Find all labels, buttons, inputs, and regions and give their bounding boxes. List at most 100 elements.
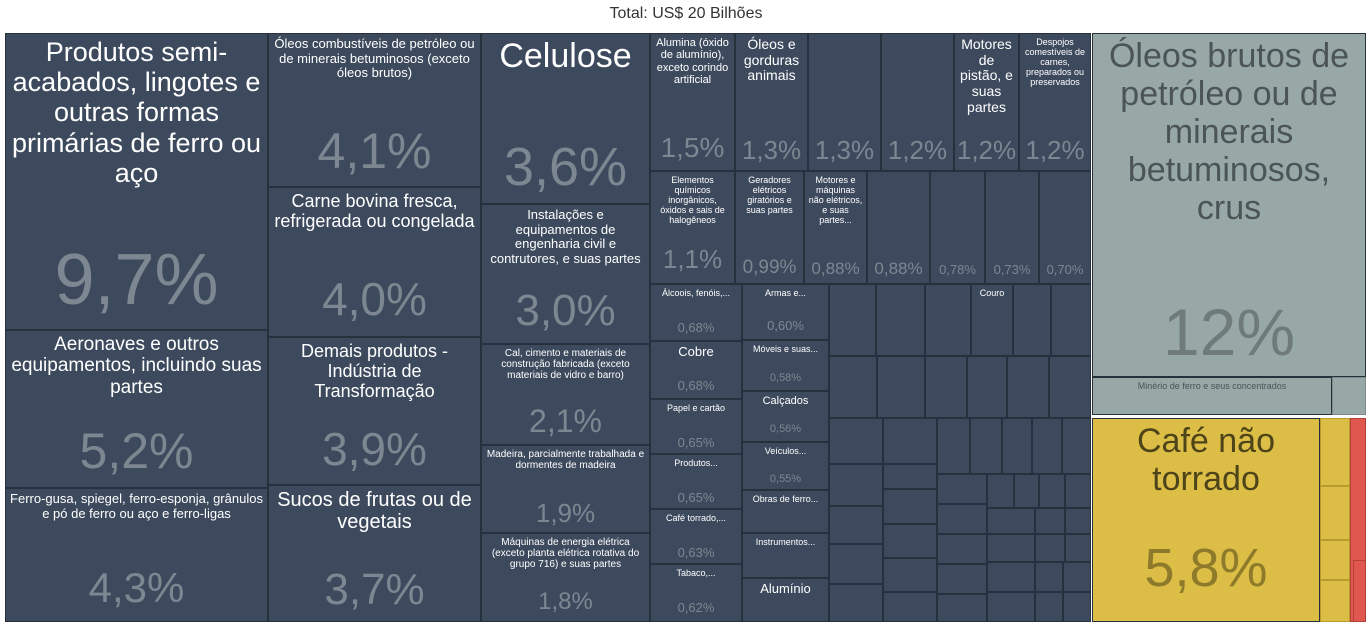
treemap-tile[interactable] — [1039, 474, 1065, 508]
treemap-tile[interactable]: Alumina (óxido de alumínio), exceto cori… — [650, 33, 735, 171]
treemap-tile[interactable]: 1,2% — [881, 33, 954, 171]
treemap-tile[interactable] — [883, 464, 937, 489]
treemap-tile[interactable] — [1013, 284, 1051, 356]
treemap-tile[interactable]: Carne bovina fresca, refrigerada ou cong… — [268, 187, 481, 337]
treemap-tile[interactable] — [1332, 377, 1366, 415]
treemap-tile[interactable] — [1065, 534, 1091, 562]
treemap-tile[interactable]: Couro — [971, 284, 1013, 356]
treemap-tile[interactable]: Motores e máquinas não elétricos, e suas… — [804, 171, 867, 284]
treemap-tile[interactable]: Cal, cimento e materiais de construção f… — [481, 344, 650, 445]
treemap-tile[interactable] — [937, 504, 987, 534]
treemap-tile[interactable] — [1035, 508, 1065, 534]
treemap-tile[interactable]: Geradores elétricos giratórios e suas pa… — [735, 171, 804, 284]
treemap-tile[interactable]: Celulose 3,6% — [481, 33, 650, 204]
treemap-tile[interactable] — [876, 284, 925, 356]
treemap-tile[interactable] — [937, 594, 987, 622]
treemap-tile[interactable] — [1062, 418, 1091, 474]
treemap-tile[interactable]: Armas e... 0,60% — [742, 284, 829, 340]
treemap-tile[interactable] — [987, 562, 1035, 592]
treemap-tile[interactable]: Sucos de frutas ou de vegetais 3,7% — [268, 485, 481, 622]
treemap-tile[interactable] — [937, 474, 987, 504]
treemap-tile[interactable]: Elementos químicos inorgânicos, óxidos e… — [650, 171, 735, 284]
tile-value: 0,88% — [811, 259, 860, 278]
treemap-tile[interactable]: 0,78% — [930, 171, 985, 284]
treemap-tile[interactable] — [937, 418, 970, 474]
treemap-tile[interactable]: 0,70% — [1039, 171, 1091, 284]
treemap-tile[interactable] — [1320, 418, 1350, 486]
treemap-tile[interactable] — [937, 534, 987, 564]
treemap-tile[interactable] — [829, 356, 877, 418]
treemap-tile[interactable] — [883, 524, 937, 558]
treemap-tile[interactable]: Óleos combustíveis de petróleo ou de min… — [268, 33, 481, 187]
treemap-tile[interactable] — [883, 558, 937, 592]
treemap-tile[interactable] — [1353, 560, 1366, 622]
treemap-tile[interactable] — [1065, 508, 1091, 534]
treemap-tile[interactable] — [829, 284, 876, 356]
treemap-tile[interactable] — [987, 592, 1035, 622]
treemap-tile[interactable] — [1065, 474, 1091, 508]
treemap-tile[interactable] — [1014, 474, 1039, 508]
treemap-tile[interactable] — [829, 506, 883, 544]
treemap-tile[interactable]: Aeronaves e outros equipamentos, incluin… — [5, 330, 268, 488]
treemap-tile[interactable] — [1035, 592, 1063, 622]
treemap-tile[interactable] — [1035, 562, 1063, 592]
treemap-tile[interactable] — [925, 284, 971, 356]
treemap-tile[interactable] — [987, 474, 1014, 508]
treemap-tile[interactable]: Óleos brutos de petróleo ou de minerais … — [1092, 33, 1366, 377]
treemap-tile[interactable] — [970, 418, 1002, 474]
tile-value: 1,1% — [662, 244, 723, 274]
treemap-tile[interactable]: Obras de ferro... — [742, 490, 829, 533]
treemap-tile[interactable] — [1032, 418, 1062, 474]
treemap-tile[interactable]: Máquinas de energia elétrica (exceto pla… — [481, 533, 650, 622]
treemap-tile[interactable] — [883, 489, 937, 524]
treemap-tile[interactable] — [829, 544, 883, 584]
treemap-tile[interactable]: Demais produtos - Indústria de Transform… — [268, 337, 481, 485]
treemap-tile[interactable]: Madeira, parcialmente trabalhada e dorme… — [481, 445, 650, 533]
treemap-tile[interactable] — [987, 534, 1035, 562]
treemap-tile[interactable] — [1320, 540, 1350, 580]
tile-label: Instalações e equipamentos de engenharia… — [490, 207, 641, 266]
treemap-tile[interactable] — [1035, 534, 1065, 562]
treemap-tile[interactable] — [1049, 356, 1091, 418]
treemap-tile[interactable]: Café não torrado 5,8% — [1092, 418, 1320, 622]
treemap-tile[interactable]: Óleos e gorduras animais 1,3% — [735, 33, 808, 171]
treemap-tile[interactable] — [877, 356, 925, 418]
treemap-tile[interactable] — [883, 592, 937, 622]
treemap-tile[interactable]: Café torrado,... 0,63% — [650, 509, 742, 564]
tile-label: Couro — [979, 288, 1005, 298]
treemap-tile[interactable] — [829, 418, 883, 464]
treemap-tile[interactable]: Veículos... 0,55% — [742, 442, 829, 490]
treemap-tile[interactable] — [925, 356, 967, 418]
treemap-tile[interactable]: Alumínio — [742, 578, 829, 622]
treemap-tile[interactable] — [937, 564, 987, 594]
treemap-tile[interactable] — [1320, 580, 1350, 622]
treemap-tile[interactable]: Móveis e suas... 0,58% — [742, 340, 829, 391]
treemap-tile[interactable] — [1002, 418, 1032, 474]
treemap-tile[interactable] — [883, 418, 937, 464]
treemap-tile[interactable] — [967, 356, 1007, 418]
treemap-tile[interactable] — [1063, 562, 1091, 592]
treemap-tile[interactable]: 0,73% — [985, 171, 1039, 284]
treemap-tile[interactable]: Tabaco,... 0,62% — [650, 564, 742, 622]
treemap-tile[interactable]: Produtos semi-acabados, lingotes e outra… — [5, 33, 268, 330]
treemap-tile[interactable]: 0,88% — [867, 171, 930, 284]
treemap-tile[interactable]: Instrumentos... — [742, 533, 829, 578]
treemap-tile[interactable]: Produtos... 0,65% — [650, 454, 742, 509]
treemap-tile[interactable] — [829, 584, 883, 622]
treemap-tile[interactable]: 1,3% — [808, 33, 881, 171]
treemap-tile[interactable]: Calçados 0,56% — [742, 391, 829, 442]
treemap-tile[interactable] — [1051, 284, 1091, 356]
treemap-tile[interactable] — [1063, 592, 1091, 622]
treemap-tile[interactable]: Cobre 0,68% — [650, 341, 742, 399]
treemap-tile[interactable]: Despojos comestíveis de carnes, preparad… — [1019, 33, 1091, 171]
treemap-tile[interactable]: Instalações e equipamentos de engenharia… — [481, 204, 650, 344]
treemap-tile[interactable]: Papel e cartão 0,65% — [650, 399, 742, 454]
treemap-tile[interactable] — [1007, 356, 1049, 418]
treemap-tile[interactable]: Álcoois, fenóis,... 0,68% — [650, 284, 742, 341]
treemap-tile[interactable]: Motores de pistão, e suas partes 1,2% — [954, 33, 1019, 171]
treemap-tile[interactable] — [987, 508, 1035, 534]
treemap-tile[interactable] — [1320, 486, 1350, 540]
treemap-tile[interactable]: Ferro-gusa, spiegel, ferro-esponja, grân… — [5, 488, 268, 622]
treemap-tile[interactable] — [829, 464, 883, 506]
treemap-tile[interactable]: Minério de ferro e seus concentrados — [1092, 377, 1332, 415]
